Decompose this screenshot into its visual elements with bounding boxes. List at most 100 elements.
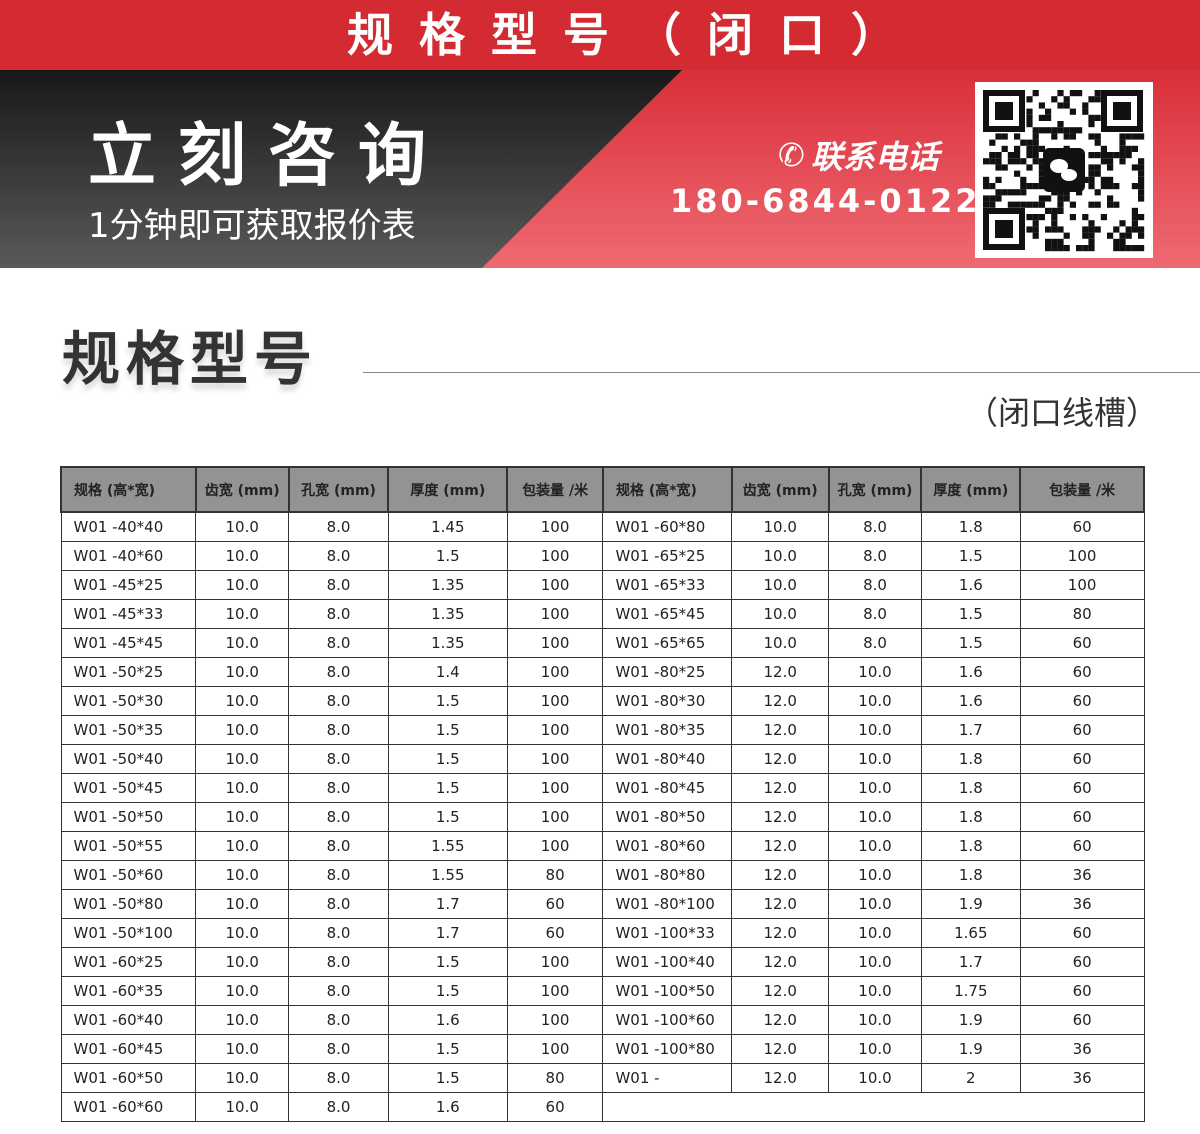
table-cell: 100	[1019, 540, 1145, 571]
table-cell: 60	[1019, 801, 1145, 832]
table-cell: 10.0	[828, 830, 922, 861]
table-cell: 1.8	[920, 743, 1021, 774]
table-row: W01 -50*60 10.0 8.0 1.55 80 W01 -80*80 12.0 10.…	[60, 859, 1145, 890]
table-cell: 1.65	[920, 917, 1021, 948]
table-cell: 12.0	[731, 714, 830, 745]
table-row: W01 -45*25 10.0 8.0 1.35 100 W01 -65*33 10.0 8.…	[60, 569, 1145, 600]
table-cell: 1.5	[387, 1033, 508, 1064]
table-cell: 60	[1019, 772, 1145, 803]
column-header: 包装量 /米	[1019, 466, 1145, 513]
table-cell: 10.0	[195, 714, 290, 745]
table-cell: 10.0	[195, 598, 290, 629]
table-cell: W01 -80*35	[602, 714, 733, 745]
table-cell: W01 -45*33	[60, 598, 197, 629]
table-cell: 10.0	[731, 627, 830, 658]
column-header: 齿宽 (mm)	[194, 466, 290, 513]
phone-icon: ✆	[778, 136, 805, 174]
table-cell: 10.0	[828, 743, 922, 774]
table-cell: W01 -50*30	[60, 685, 197, 716]
table-cell: 100	[506, 772, 604, 803]
table-row: W01 -50*55 10.0 8.0 1.55 100 W01 -80*60 12.0 10…	[60, 830, 1145, 861]
table-cell: 60	[1019, 714, 1145, 745]
table-cell: 1.9	[920, 1004, 1021, 1035]
table-cell: 1.5	[387, 946, 508, 977]
table-cell: 10.0	[195, 685, 290, 716]
table-cell: 12.0	[731, 801, 830, 832]
table-cell: 10.0	[195, 1062, 290, 1093]
table-cell: 100	[506, 830, 604, 861]
table-row: W01 -60*45 10.0 8.0 1.5 100 W01 -100*80 12.0 10…	[60, 1033, 1145, 1064]
table-cell: W01 -100*40	[602, 946, 733, 977]
table-cell: 1.6	[387, 1004, 508, 1035]
table-cell: 8.0	[828, 598, 922, 629]
table-cell: 8.0	[288, 946, 389, 977]
table-cell: 8.0	[288, 888, 389, 919]
table-cell: 1.9	[920, 888, 1021, 919]
table-cell: 8.0	[288, 801, 389, 832]
table-cell: 60	[506, 888, 604, 919]
table-cell: 100	[506, 656, 604, 687]
empty-cell	[602, 1091, 1145, 1122]
table-row: W01 -50*25 10.0 8.0 1.4 100 W01 -80*25 12.0 10.…	[60, 656, 1145, 687]
table-cell: 1.5	[920, 540, 1021, 571]
table-cell: 100	[506, 714, 604, 745]
table-cell: 10.0	[828, 772, 922, 803]
table-cell: 10.0	[195, 511, 290, 542]
table-cell: W01 -80*25	[602, 656, 733, 687]
table-cell: 60	[1019, 946, 1145, 977]
table-cell: 10.0	[828, 1004, 922, 1035]
column-header: 孔宽 (mm)	[287, 466, 390, 513]
table-cell: 8.0	[288, 859, 389, 890]
table-cell: 12.0	[731, 859, 830, 890]
table-cell: 10.0	[195, 975, 290, 1006]
table-cell: W01 -60*25	[60, 946, 197, 977]
table-row: W01 -40*40 10.0 8.0 1.45 100 W01 -60*80 10.0 8.…	[60, 511, 1145, 542]
table-cell: 100	[506, 540, 604, 571]
table-cell: 1.5	[387, 540, 508, 571]
table-cell: 8.0	[288, 627, 389, 658]
table-cell: 60	[1019, 685, 1145, 716]
phone-number[interactable]: 180-6844-0122	[670, 182, 981, 220]
table-cell: 10.0	[828, 975, 922, 1006]
table-cell: 12.0	[731, 656, 830, 687]
column-header: 孔宽 (mm)	[827, 466, 923, 513]
table-row: W01 -45*33 10.0 8.0 1.35 100 W01 -65*45 10.0 8.…	[60, 598, 1145, 629]
table-row: W01 -45*45 10.0 8.0 1.35 100 W01 -65*65 10.0 8.…	[60, 627, 1145, 658]
table-cell: 60	[1019, 743, 1145, 774]
table-cell: 36	[1019, 1062, 1145, 1093]
table-cell: 1.5	[920, 627, 1021, 658]
table-cell: 12.0	[731, 830, 830, 861]
table-cell: 8.0	[288, 511, 389, 542]
table-cell: 1.6	[920, 569, 1021, 600]
table-cell: 10.0	[195, 569, 290, 600]
table-cell: 1.5	[387, 1062, 508, 1093]
table-cell: W01 -80*50	[602, 801, 733, 832]
table-cell: 12.0	[731, 685, 830, 716]
table-cell: 8.0	[288, 598, 389, 629]
table-cell: 1.35	[387, 598, 508, 629]
qr-code	[975, 82, 1153, 258]
table-cell: 60	[1019, 975, 1145, 1006]
table-cell: 1.5	[387, 772, 508, 803]
table-cell: 60	[506, 1091, 604, 1122]
table-cell: 8.0	[288, 569, 389, 600]
table-cell: W01 -65*45	[602, 598, 733, 629]
table-cell: 1.55	[387, 859, 508, 890]
table-cell: 60	[1019, 627, 1145, 658]
table-cell: 8.0	[288, 917, 389, 948]
table-cell: 80	[1019, 598, 1145, 629]
table-cell: 10.0	[195, 888, 290, 919]
table-cell: W01 -100*50	[602, 975, 733, 1006]
table-cell: 80	[506, 859, 604, 890]
table-cell: W01 -50*100	[60, 917, 197, 948]
table-cell: 1.45	[387, 511, 508, 542]
table-cell: 100	[506, 946, 604, 977]
table-cell: 10.0	[195, 1004, 290, 1035]
table-cell: 60	[1019, 1004, 1145, 1035]
table-cell: W01 -50*45	[60, 772, 197, 803]
table-cell: W01 -60*45	[60, 1033, 197, 1064]
column-header: 规格 (高*宽)	[601, 466, 733, 513]
table-cell: W01 -45*45	[60, 627, 197, 658]
table-cell: 60	[506, 917, 604, 948]
table-cell: 1.8	[920, 511, 1021, 542]
